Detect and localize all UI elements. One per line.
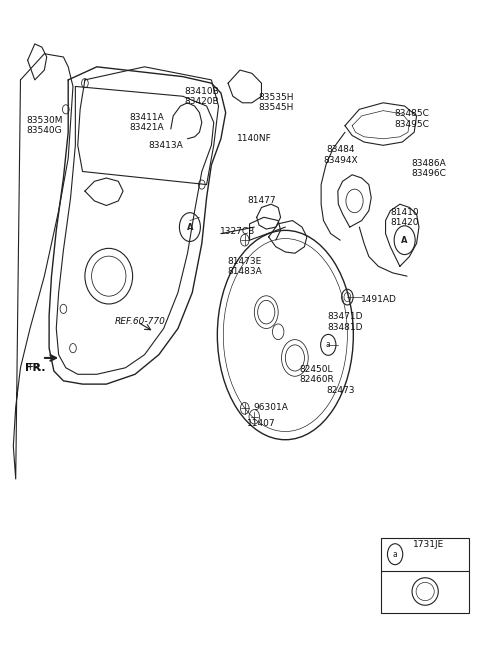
Text: a: a <box>393 550 397 558</box>
Text: 82450L
82460R: 82450L 82460R <box>299 365 334 384</box>
Text: 83530M
83540G: 83530M 83540G <box>26 116 62 135</box>
Text: 81477: 81477 <box>247 196 276 206</box>
Text: A: A <box>401 236 408 244</box>
Text: 83413A: 83413A <box>149 141 183 150</box>
Text: 83485C
83495C: 83485C 83495C <box>395 110 429 129</box>
Text: 1140NF: 1140NF <box>237 134 272 143</box>
Text: 83410B
83420B: 83410B 83420B <box>184 87 219 106</box>
Text: 83535H
83545H: 83535H 83545H <box>258 93 294 112</box>
Text: FR.: FR. <box>24 363 45 373</box>
Text: REF.60-770: REF.60-770 <box>114 317 165 327</box>
Text: 83411A
83421A: 83411A 83421A <box>130 113 164 132</box>
Text: 1731JE: 1731JE <box>413 540 444 549</box>
Text: a: a <box>326 340 331 350</box>
Text: 83471D
83481D: 83471D 83481D <box>327 312 363 332</box>
Text: 1327CB: 1327CB <box>220 227 255 236</box>
Text: 81410
81420: 81410 81420 <box>390 208 419 227</box>
Text: 83484
83494X: 83484 83494X <box>323 145 358 165</box>
Text: 1491AD: 1491AD <box>360 294 396 304</box>
Text: 83486A
83496C: 83486A 83496C <box>411 158 446 178</box>
Text: 82473: 82473 <box>326 386 354 395</box>
Text: 11407: 11407 <box>247 419 276 428</box>
Text: 96301A: 96301A <box>253 403 288 411</box>
Text: FR.: FR. <box>28 363 42 373</box>
Text: 81473E
81483A: 81473E 81483A <box>228 257 262 276</box>
Text: A: A <box>187 223 193 232</box>
